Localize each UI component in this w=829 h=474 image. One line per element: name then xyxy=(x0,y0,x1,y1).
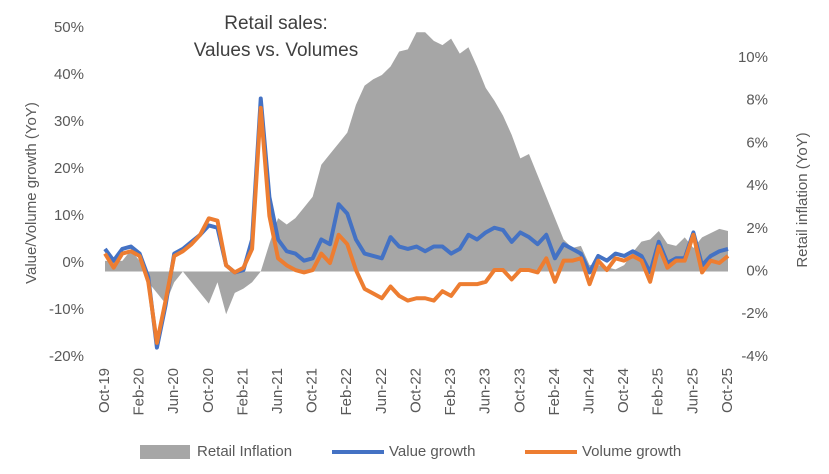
y-tick-label: 0% xyxy=(62,254,84,271)
y2-tick-label: 10% xyxy=(738,49,768,66)
x-tick-label: Oct-22 xyxy=(407,368,424,413)
chart-title: Retail sales: xyxy=(224,13,328,34)
y-tick-label: 40% xyxy=(54,66,84,83)
area xyxy=(105,32,728,315)
legend-label: Value growth xyxy=(389,443,475,460)
x-tick-label: Feb-23 xyxy=(442,368,459,416)
x-tick-label: Jun-20 xyxy=(165,368,182,414)
y-tick-label: -10% xyxy=(49,301,84,318)
x-tick-label: Jun-22 xyxy=(373,368,390,414)
legend-label: Volume growth xyxy=(582,443,681,460)
y-tick-label: 10% xyxy=(54,207,84,224)
y2-tick-label: 2% xyxy=(746,220,768,237)
x-tick-label: Oct-23 xyxy=(511,368,528,413)
x-tick-label: Feb-25 xyxy=(650,368,667,416)
x-tick-label: Oct-25 xyxy=(719,368,736,413)
y-tick-label: 30% xyxy=(54,113,84,130)
y2-tick-label: 6% xyxy=(746,134,768,151)
y2-tick-label: 4% xyxy=(746,177,768,194)
x-tick-label: Oct-21 xyxy=(304,368,321,413)
legend-swatch xyxy=(140,445,190,459)
x-tick-label: Jun-25 xyxy=(684,368,701,414)
y2-tick-label: -2% xyxy=(741,305,768,322)
y2-tick-label: -4% xyxy=(741,348,768,365)
x-tick-label: Jun-24 xyxy=(581,368,598,414)
y-tick-label: 50% xyxy=(54,19,84,36)
x-tick-label: Feb-21 xyxy=(234,368,251,416)
y-axis-label: Value/Volume growth (YoY) xyxy=(23,102,40,284)
chart-subtitle: Values vs. Volumes xyxy=(194,40,358,61)
x-tick-label: Feb-22 xyxy=(338,368,355,416)
x-tick-label: Feb-20 xyxy=(131,368,148,416)
line xyxy=(103,96,729,350)
y-tick-label: -20% xyxy=(49,348,84,365)
x-tick-label: Oct-19 xyxy=(96,368,113,413)
legend-label: Retail Inflation xyxy=(197,443,292,460)
x-tick-label: Jun-21 xyxy=(269,368,286,414)
x-tick-label: Oct-24 xyxy=(615,368,632,413)
line xyxy=(103,105,730,345)
y-tick-label: 20% xyxy=(54,160,84,177)
y2-tick-label: 8% xyxy=(746,92,768,109)
y2-tick-label: 0% xyxy=(746,263,768,280)
y2-axis-label: Retail inflation (YoY) xyxy=(794,132,811,267)
x-tick-label: Oct-20 xyxy=(200,368,217,413)
x-tick-label: Jun-23 xyxy=(477,368,494,414)
x-tick-label: Feb-24 xyxy=(546,368,563,416)
